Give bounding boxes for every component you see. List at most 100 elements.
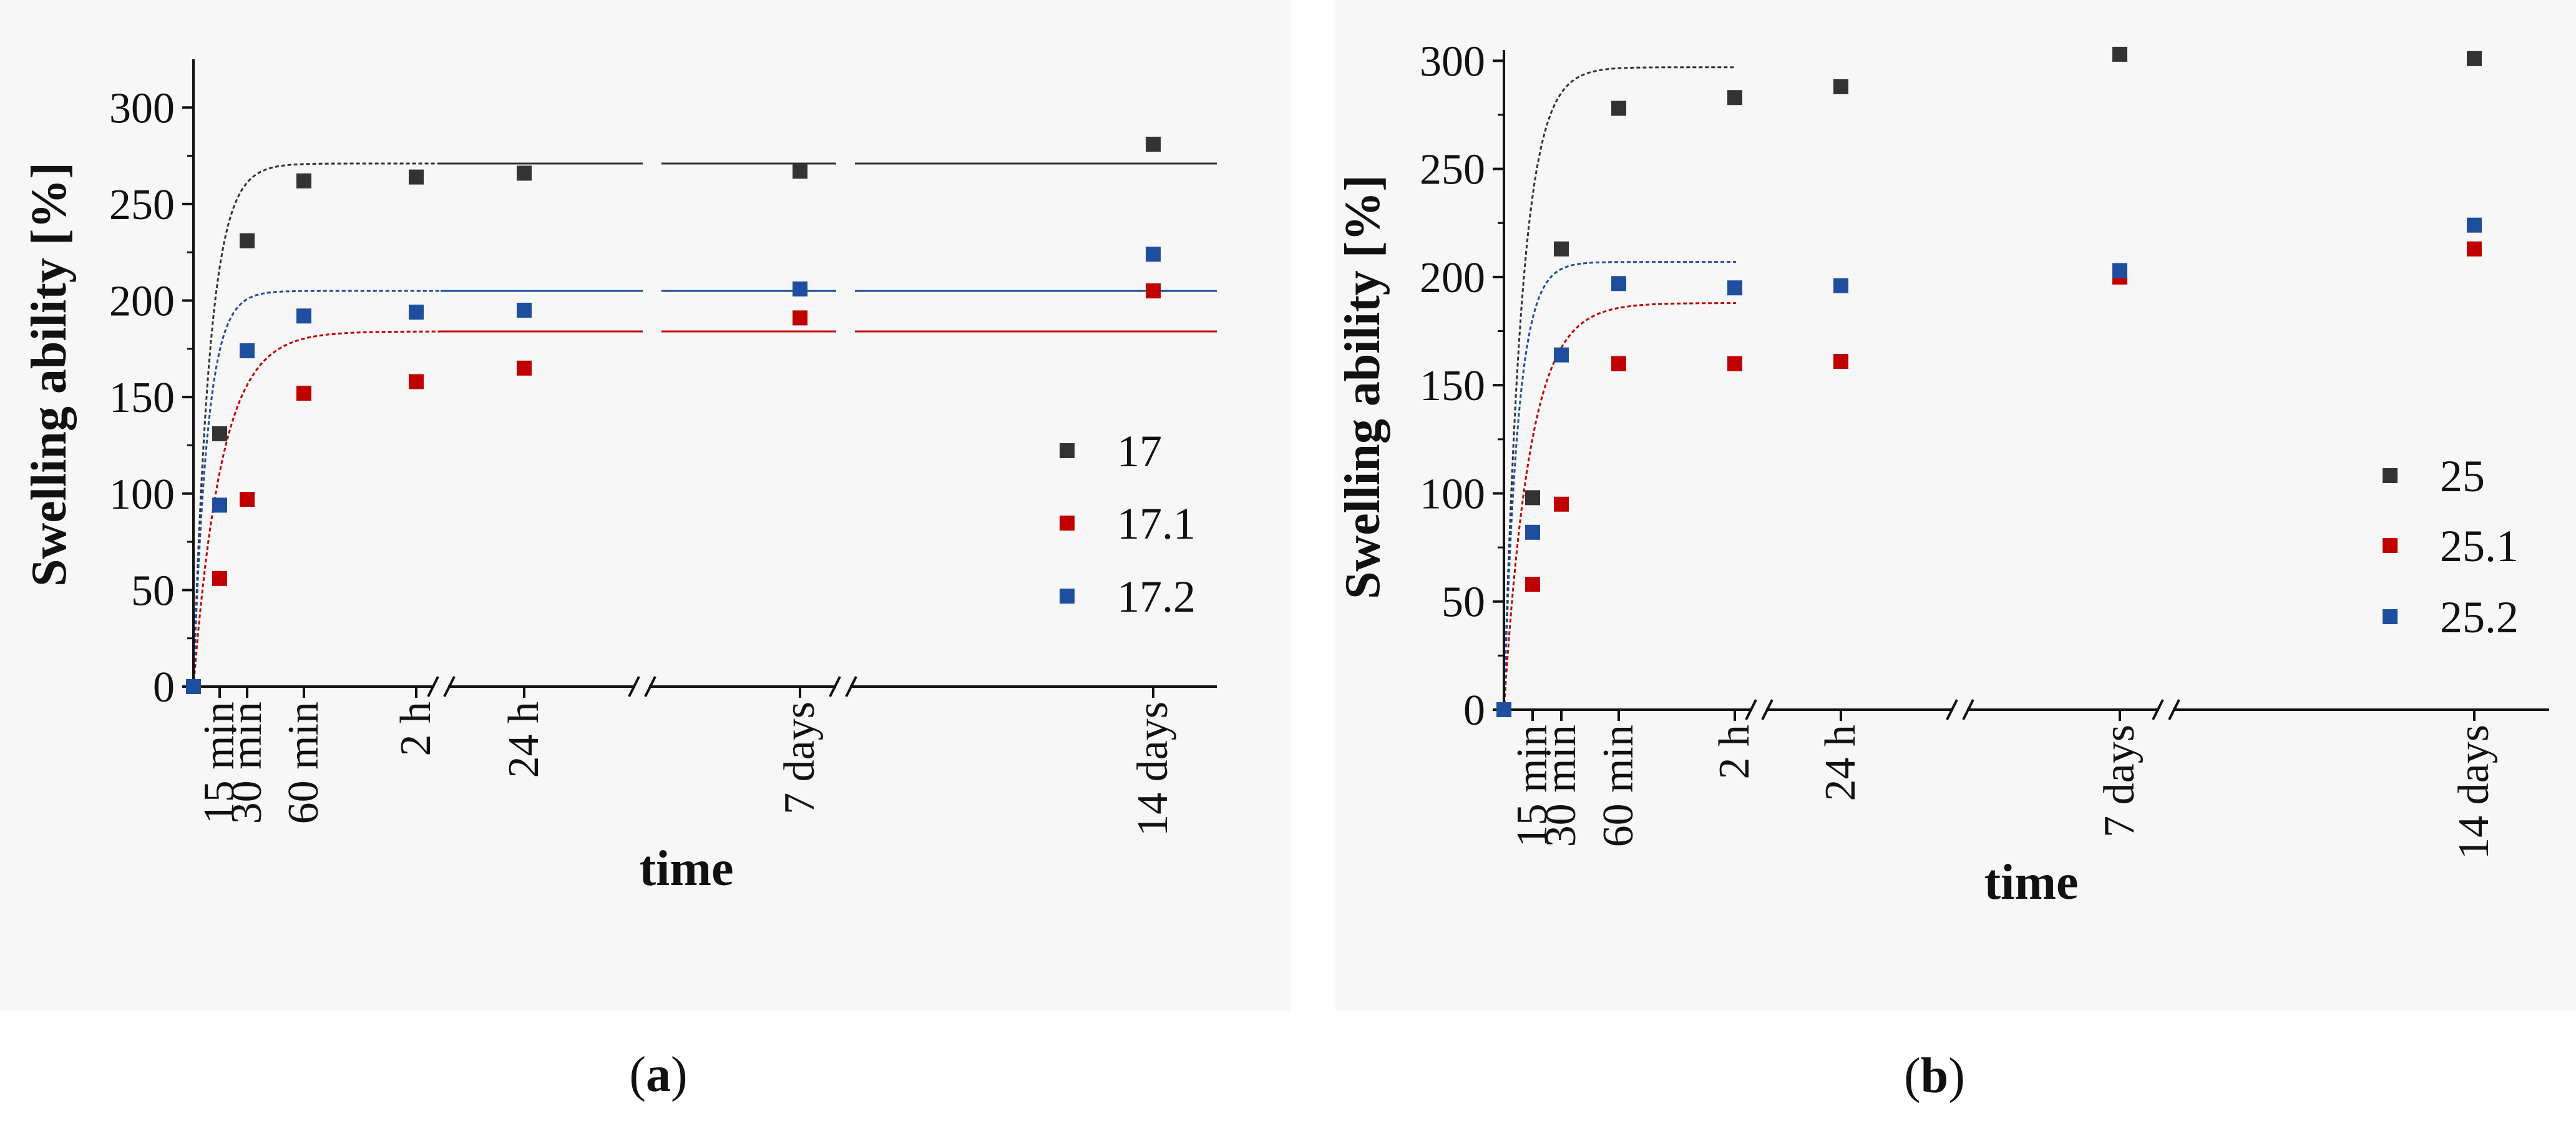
data-point-17-3 xyxy=(296,173,311,188)
data-point-17-1-4 xyxy=(409,374,424,389)
x-tick-label: 14 days xyxy=(1129,702,1177,836)
x-tick-label: 30 min xyxy=(1537,725,1585,847)
data-point-25-2-6 xyxy=(2112,263,2127,278)
data-point-17-7 xyxy=(1146,137,1161,152)
legend-label-17-2: 17.2 xyxy=(1117,572,1196,622)
caption-close: ) xyxy=(1948,1049,1965,1104)
legend-marker-25-1 xyxy=(2383,538,2398,553)
panel-caption: (b) xyxy=(1904,1049,1965,1104)
caption-open: ( xyxy=(1904,1049,1921,1104)
axis-break-mark xyxy=(427,676,439,697)
y-tick-label: 50 xyxy=(1442,579,1485,627)
data-point-25-6 xyxy=(2112,46,2127,62)
x-tick-label: 24 h xyxy=(1817,725,1865,801)
x-tick-label: 60 min xyxy=(1594,725,1642,847)
data-point-17-2 xyxy=(240,233,255,248)
data-point-17-1-1 xyxy=(212,570,227,586)
x-tick-label: 15 min xyxy=(1508,725,1556,847)
data-point-25-5 xyxy=(1833,79,1848,94)
legend-marker-25 xyxy=(2383,468,2398,483)
data-point-25-2-2 xyxy=(1554,347,1569,363)
fit-curve-25-2 xyxy=(1503,261,1736,710)
legend-marker-17 xyxy=(1060,443,1075,458)
y-tick-label: 0 xyxy=(1463,687,1485,735)
caption-close: ) xyxy=(671,1047,688,1102)
data-point-25-1-2 xyxy=(1554,496,1569,512)
axis-break-mark xyxy=(1745,699,1757,720)
y-tick-label: 50 xyxy=(131,567,175,615)
axis-break-mark xyxy=(2152,699,2164,720)
legend-label-17: 17 xyxy=(1117,426,1162,476)
x-tick-label: 7 days xyxy=(2095,725,2144,838)
legend-marker-17-2 xyxy=(1060,589,1075,604)
fit-curve-25 xyxy=(1503,66,1736,710)
panel-b-background xyxy=(1335,0,2576,1011)
caption-open: ( xyxy=(629,1047,646,1102)
data-point-17-2-5 xyxy=(517,303,532,318)
fit-curve-17-2 xyxy=(192,290,441,687)
caption-letter: b xyxy=(1921,1049,1949,1104)
legend-label-25-2: 25.2 xyxy=(2440,592,2519,642)
x-tick-label: 7 days xyxy=(776,702,824,815)
axis-break-mark xyxy=(829,676,841,697)
data-point-17-2-6 xyxy=(793,281,807,296)
data-point-17-2-0 xyxy=(186,679,201,694)
data-point-17-5 xyxy=(517,165,532,181)
data-point-17-6 xyxy=(793,164,807,179)
data-point-17-1-3 xyxy=(296,385,311,401)
data-point-17-2-2 xyxy=(240,343,255,358)
data-point-25-2-4 xyxy=(1727,280,1742,296)
x-tick-label: 2 h xyxy=(392,702,440,756)
legend-label-17-1: 17.1 xyxy=(1117,499,1196,549)
data-point-25-1 xyxy=(1525,490,1540,506)
y-tick-label: 200 xyxy=(109,278,175,326)
y-tick-label: 150 xyxy=(109,374,175,422)
fit-curve-25-1 xyxy=(1503,302,1736,710)
data-point-25-7 xyxy=(2467,51,2482,66)
x-tick-label: 24 h xyxy=(500,702,548,778)
y-tick-label: 300 xyxy=(109,84,175,132)
y-tick-label: 300 xyxy=(1420,37,1485,86)
data-point-25-3 xyxy=(1611,100,1626,116)
data-point-25-1-7 xyxy=(2467,241,2482,257)
y-tick-label: 100 xyxy=(109,471,175,519)
x-tick-label: 2 h xyxy=(1710,725,1759,780)
caption-letter: a xyxy=(646,1047,671,1102)
panel-caption: (a) xyxy=(629,1047,687,1102)
axis-break-mark xyxy=(628,676,640,697)
x-tick-label: 14 days xyxy=(2450,725,2498,859)
x-tick-label: 15 min xyxy=(195,702,243,824)
legend-label-25: 25 xyxy=(2440,451,2485,501)
data-point-17-1 xyxy=(212,426,227,441)
data-point-17-2-1 xyxy=(212,497,227,513)
data-point-25-2-3 xyxy=(1611,276,1626,291)
data-point-17-1-5 xyxy=(517,360,532,376)
data-point-25-4 xyxy=(1727,90,1742,105)
fit-curve-17-1 xyxy=(192,330,441,687)
data-point-17-2-3 xyxy=(296,308,311,324)
y-tick-label: 200 xyxy=(1420,254,1485,302)
x-axis-title: time xyxy=(639,841,733,896)
axis-break-mark xyxy=(1946,699,1958,720)
y-tick-label: 0 xyxy=(153,663,175,712)
data-point-25-1-3 xyxy=(1611,356,1626,371)
data-point-25-2-7 xyxy=(2467,217,2482,233)
y-axis-title: Swelling ability [%] xyxy=(1335,175,1390,599)
legend-marker-17-1 xyxy=(1060,516,1075,531)
y-tick-label: 100 xyxy=(1420,470,1485,518)
data-point-25-2 xyxy=(1554,241,1569,257)
legend-marker-25-2 xyxy=(2383,609,2398,624)
data-point-17-4 xyxy=(409,169,424,185)
data-point-25-1-1 xyxy=(1525,576,1540,592)
data-point-17-1-6 xyxy=(793,310,807,326)
y-axis-title: Swelling ability [%] xyxy=(22,162,77,587)
data-point-17-1-2 xyxy=(240,492,255,507)
data-point-25-1-4 xyxy=(1727,356,1742,371)
y-tick-label: 250 xyxy=(1420,146,1485,194)
data-point-25-2-0 xyxy=(1496,702,1511,717)
y-tick-label: 250 xyxy=(109,181,175,229)
x-axis-title: time xyxy=(1984,855,2078,910)
